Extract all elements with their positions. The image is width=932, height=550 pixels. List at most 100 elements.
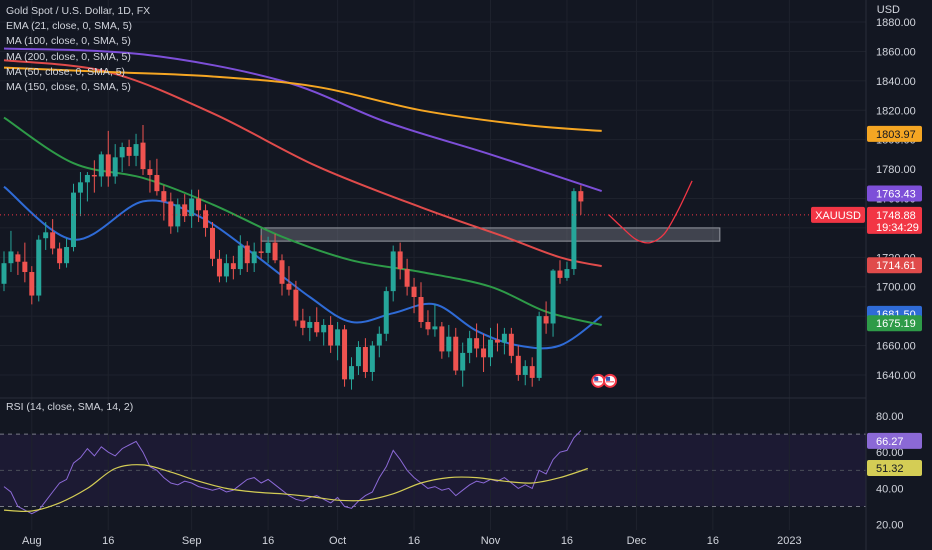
candle-body [300,320,306,328]
ma-price-tag-label: 1803.97 [876,129,916,141]
symbol-label: XAUUSD [815,210,861,222]
candle-body [481,348,487,358]
candle-body [77,182,83,193]
ma-line [3,47,603,193]
candle-body [140,142,146,170]
ma-line [3,66,602,132]
candle-body [307,322,313,328]
candle-body [342,329,348,380]
legend-ma100[interactable]: MA (100, close, 0, SMA, 5) [6,35,131,48]
candle-body [564,269,570,278]
candle-body [22,261,28,273]
time-tick-label: Oct [329,535,346,547]
candle-body [515,355,521,375]
time-axis[interactable]: Aug 16 Sep 16 Oct 16 Nov 16 Dec 16 2023 [22,535,802,547]
time-tick-label: Aug [22,535,42,547]
candle-body [376,333,382,346]
time-tick-label: 16 [707,535,719,547]
ma-price-tag-box [867,125,922,142]
ma-price-tag-label: 1763.43 [876,188,916,200]
candle-body [369,345,375,373]
candle-body [488,339,493,358]
price-tick-label: 1780.00 [876,164,916,176]
candle-body [571,191,577,270]
candle-body [328,324,334,346]
time-tick-label: 2023 [777,535,801,547]
price-tick-label: 1700.00 [876,282,916,294]
rsi-legend[interactable]: RSI (14, close, SMA, 14, 2) [6,401,134,413]
candle-body [501,333,507,343]
candle-body [404,269,410,287]
candle-body [147,169,153,175]
candle-body [154,174,160,192]
candle-body [279,260,285,284]
candle-body [557,270,563,278]
candle-body [244,245,250,264]
bar-countdown: 19:34:29 [876,222,919,234]
candle-body [467,338,473,353]
candle-body [119,147,125,158]
price-tick-label: 1880.00 [876,17,916,29]
time-tick-label: Sep [182,535,202,547]
time-tick-label: Nov [481,535,501,547]
support-zone-box [260,227,721,242]
candle-body [362,347,368,373]
candle-body [432,326,438,330]
legend-ma200[interactable]: MA (200, close, 0, SMA, 5) [6,50,131,63]
candle-body [411,286,417,298]
candle-body [237,245,243,270]
candle-body [265,242,271,253]
candle-body [494,339,500,343]
time-tick-label: 16 [561,535,573,547]
price-tick-label: 1860.00 [876,46,916,58]
candle-body [321,324,327,333]
candle-body [203,210,209,228]
candle-body [529,366,535,378]
price-tick-label: 1820.00 [876,105,916,117]
candle-body [29,272,35,296]
candle-body [349,366,354,380]
candle-body [335,329,341,346]
candle-body [84,174,90,183]
candle-body [355,347,361,367]
candle-body [397,251,403,270]
symbol-tag [811,206,865,223]
price-tick-label: 1660.00 [876,341,916,353]
candle-body [98,154,104,177]
candle-body [460,352,466,371]
projection-path [608,180,693,244]
indicator-legend: Gold Spot / U.S. Dollar, 1D, FX EMA (21,… [6,4,150,95]
candle-body [390,251,396,292]
last-price-value: 1748.88 [876,210,916,222]
candle-body [508,333,514,356]
legend-ma50[interactable]: MA (50, close, 0, SMA, 5) [6,65,126,78]
candle-body [43,232,49,239]
candle-body [8,251,14,264]
rsi-ma-label: 51.32 [876,463,904,475]
candle-body [474,338,480,349]
candle-body [251,251,257,264]
rsi-tick-label: 60.00 [876,447,904,459]
candle-body [550,270,556,324]
candle-body [522,366,528,375]
candle-body [293,289,299,321]
time-tick-label: Dec [627,535,647,547]
rsi-tick-label: 80.00 [876,411,904,423]
currency-label[interactable]: USD [876,4,900,16]
ma-line [3,185,603,350]
rsi-tick-label: 40.00 [876,483,904,495]
candle-body [91,174,97,177]
legend-ma150[interactable]: MA (150, close, 0, SMA, 5) [6,81,131,94]
candle-body [189,198,195,217]
legend-ema21[interactable]: EMA (21, close, 0, SMA, 5) [6,20,133,33]
symbol-title[interactable]: Gold Spot / U.S. Dollar, 1D, FX [6,5,151,17]
candle-body [36,239,42,296]
price-tick-label: 1840.00 [876,76,916,88]
candle-body [57,248,63,264]
time-tick-label: 16 [102,535,114,547]
candle-body [161,191,167,202]
candle-body [258,251,264,253]
rsi-axis[interactable]: 20.00 40.00 60.00 80.00 [876,411,904,531]
flag-canton [606,376,611,381]
